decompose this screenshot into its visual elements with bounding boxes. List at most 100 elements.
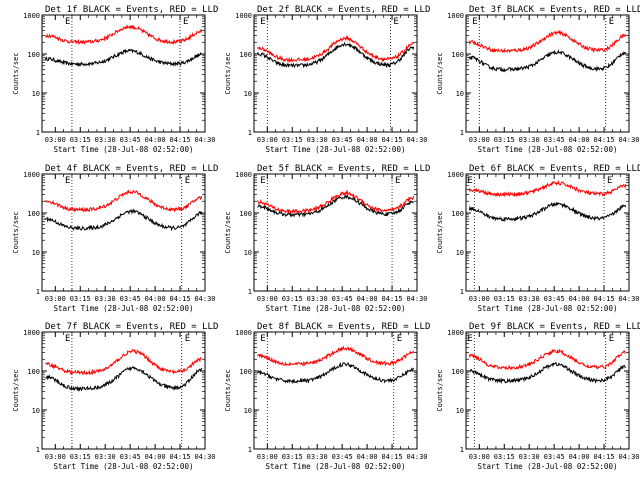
- x-tick-label: 04:00: [145, 136, 166, 144]
- event-marker-label: E: [260, 176, 265, 186]
- y-axis-label: Counts/sec: [436, 369, 444, 411]
- x-tick-label: 03:30: [95, 136, 116, 144]
- y-tick-label: 1: [460, 446, 464, 454]
- series-line-events: [45, 365, 203, 392]
- x-tick-label: 04:30: [406, 453, 427, 461]
- chart-panel-6: Det 6f BLACK = Events, RED = LLD 1 10 100 10…: [436, 164, 640, 313]
- x-tick-label: 03:30: [307, 453, 328, 461]
- x-tick-label: 04:00: [569, 136, 590, 144]
- x-tick-label: 03:15: [70, 136, 91, 144]
- y-tick-label: 100: [27, 368, 40, 376]
- x-tick-label: 04:15: [170, 136, 191, 144]
- x-tick-label: 04:15: [382, 295, 403, 303]
- y-tick-label: 1: [36, 446, 40, 454]
- plot-frame: [253, 331, 418, 450]
- x-tick-label: 03:00: [469, 136, 490, 144]
- x-tick-label: 03:00: [257, 136, 278, 144]
- y-axis-label: Counts/sec: [436, 211, 444, 253]
- series-line-events: [256, 361, 415, 384]
- x-tick-label: 04:30: [618, 453, 639, 461]
- x-tick-label: 04:30: [406, 136, 427, 144]
- x-tick-label: 03:30: [307, 295, 328, 303]
- y-tick-label: 100: [27, 51, 40, 59]
- x-tick-label: 03:15: [494, 136, 515, 144]
- x-axis-label: Start Time (28-Jul-08 02:52:00): [478, 304, 618, 313]
- x-tick-label: 04:30: [618, 136, 639, 144]
- y-tick-label: 10: [32, 90, 40, 98]
- plot-frame: [465, 173, 630, 292]
- event-marker-label: E: [183, 17, 188, 27]
- x-axis-label: Start Time (28-Jul-08 02:52:00): [266, 462, 406, 471]
- x-tick-label: 03:45: [544, 295, 565, 303]
- x-axis-label: Start Time (28-Jul-08 02:52:00): [266, 145, 406, 154]
- x-tick-label: 03:45: [544, 453, 565, 461]
- y-tick-label: 1: [248, 288, 252, 296]
- x-tick-label: 03:30: [95, 453, 116, 461]
- y-tick-label: 1: [248, 129, 252, 137]
- series-line-lld: [468, 179, 627, 198]
- y-tick-label: 1000: [23, 12, 40, 20]
- x-tick-label: 03:15: [70, 295, 91, 303]
- event-marker-label: E: [472, 17, 477, 27]
- event-marker-label: E: [395, 176, 400, 186]
- x-tick-label: 03:00: [45, 453, 66, 461]
- series-line-events: [256, 41, 415, 69]
- x-tick-label: 03:00: [469, 453, 490, 461]
- x-tick-label: 04:00: [145, 453, 166, 461]
- y-tick-label: 100: [239, 368, 252, 376]
- x-tick-label: 03:45: [332, 295, 353, 303]
- chart-panel-8: Det 8f BLACK = Events, RED = LLD 1 10 100 10…: [224, 322, 430, 471]
- series-line-events: [468, 361, 627, 385]
- plot-frame: [41, 331, 206, 450]
- chart-title: Det 1f BLACK = Events, RED = LLD: [45, 5, 218, 15]
- series-line-lld: [44, 24, 203, 46]
- x-axis-label: Start Time (28-Jul-08 02:52:00): [478, 462, 618, 471]
- y-tick-label: 100: [451, 368, 464, 376]
- x-tick-label: 03:15: [282, 453, 303, 461]
- chart-title: Det 3f BLACK = Events, RED = LLD: [469, 5, 640, 15]
- x-tick-label: 04:15: [594, 453, 615, 461]
- x-tick-label: 04:15: [382, 136, 403, 144]
- event-marker-label: E: [260, 17, 265, 27]
- x-tick-label: 03:30: [519, 453, 540, 461]
- y-tick-label: 1000: [447, 329, 464, 337]
- y-tick-label: 10: [32, 249, 40, 257]
- chart-title: Det 4f BLACK = Events, RED = LLD: [45, 164, 218, 174]
- x-tick-label: 03:30: [307, 136, 328, 144]
- plot-frame: [253, 14, 418, 133]
- plot-frame: [465, 14, 630, 133]
- x-tick-label: 03:00: [469, 295, 490, 303]
- x-tick-label: 03:30: [519, 295, 540, 303]
- chart-panel-1: Det 1f BLACK = Events, RED = LLD 1 10 100 10…: [12, 5, 218, 154]
- series-line-events: [468, 201, 627, 223]
- event-marker-label: E: [467, 176, 472, 186]
- y-tick-label: 10: [244, 249, 252, 257]
- chart-title: Det 2f BLACK = Events, RED = LLD: [257, 5, 430, 15]
- y-tick-label: 1: [460, 288, 464, 296]
- x-tick-label: 03:45: [120, 136, 141, 144]
- event-marker-label: E: [185, 176, 190, 186]
- chart-title: Det 6f BLACK = Events, RED = LLD: [469, 164, 640, 174]
- event-marker-label: E: [185, 334, 190, 344]
- y-tick-label: 100: [451, 210, 464, 218]
- event-marker-label: E: [609, 334, 614, 344]
- x-tick-label: 03:45: [544, 136, 565, 144]
- series-line-events: [44, 208, 203, 232]
- x-tick-label: 04:15: [382, 453, 403, 461]
- series-line-lld: [468, 348, 626, 371]
- x-tick-label: 03:15: [70, 453, 91, 461]
- series-line-lld: [44, 189, 203, 213]
- x-tick-label: 04:30: [406, 295, 427, 303]
- y-tick-label: 10: [244, 90, 252, 98]
- chart-panel-3: Det 3f BLACK = Events, RED = LLD 1 10 100 10…: [436, 5, 640, 154]
- x-tick-label: 03:45: [332, 453, 353, 461]
- y-tick-label: 1000: [235, 12, 252, 20]
- y-tick-label: 1000: [23, 329, 40, 337]
- x-tick-label: 03:45: [120, 453, 141, 461]
- plot-frame: [253, 173, 418, 292]
- event-marker-label: E: [607, 176, 612, 186]
- y-axis-label: Counts/sec: [224, 369, 232, 411]
- series-line-lld: [257, 189, 415, 215]
- x-tick-label: 03:00: [257, 295, 278, 303]
